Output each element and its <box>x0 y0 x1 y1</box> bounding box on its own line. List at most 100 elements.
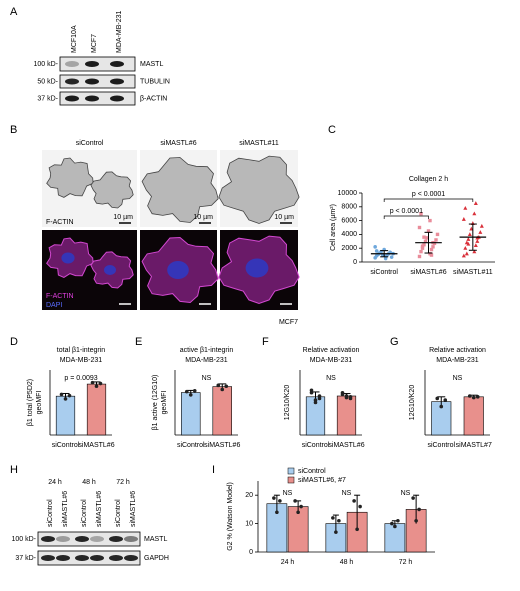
data-point <box>420 246 425 250</box>
data-point <box>478 230 483 234</box>
data-point <box>429 247 434 252</box>
lane-label: siMASTL#6 <box>130 491 137 527</box>
data-point <box>425 236 429 240</box>
replicate-point <box>331 516 335 520</box>
data-point <box>466 237 471 241</box>
data-point <box>435 232 440 237</box>
replicate-point <box>192 388 197 393</box>
replicate-point <box>467 394 472 398</box>
y-axis-label: 12G10/K20 <box>409 385 416 421</box>
annotation: p = 0.0093 <box>64 375 97 382</box>
replicate-point <box>67 393 72 398</box>
chart-title: Relative activation <box>303 347 360 354</box>
band <box>109 536 123 542</box>
data-point <box>464 251 469 256</box>
x-tick-label: siControl <box>302 442 330 449</box>
replicate-point <box>355 527 359 532</box>
annotation: NS <box>283 490 293 497</box>
lane-label: MCF7 <box>91 34 98 53</box>
column-title: siMASTL#6 <box>160 140 196 147</box>
y-tick-label: 8000 <box>341 204 357 211</box>
legend-swatch <box>287 467 295 475</box>
bracket <box>383 215 429 219</box>
nucleus <box>61 252 75 264</box>
replicate-point <box>358 504 362 509</box>
time-label: 72 h <box>116 479 130 486</box>
legend-label: siMASTL#6, #7 <box>298 477 346 484</box>
replicate-point <box>272 496 276 500</box>
bracket <box>383 198 474 202</box>
replicate-point <box>348 395 353 399</box>
panel-label: E <box>135 336 142 348</box>
data-point <box>417 254 422 259</box>
y-tick-label: 0 <box>249 549 253 556</box>
scale-label: 10 µm <box>274 214 294 221</box>
band <box>90 536 104 542</box>
data-point <box>429 253 434 257</box>
band <box>85 95 99 102</box>
chart-title: active β1-integrin <box>180 347 234 354</box>
band <box>56 536 70 542</box>
x-tick-label: siMASTL#6 <box>328 442 364 449</box>
cell <box>218 155 300 224</box>
replicate-point <box>334 530 338 534</box>
y-tick-label: 0 <box>353 259 357 266</box>
column-title: siControl <box>76 140 104 147</box>
data-point <box>374 249 379 253</box>
cell <box>46 157 94 198</box>
replicate-point <box>216 383 221 388</box>
band <box>90 555 104 561</box>
replicate-point <box>278 499 282 503</box>
data-point <box>389 255 394 259</box>
y-axis-label: geoMFI <box>161 391 168 415</box>
annotation: NS <box>202 375 212 382</box>
replicate-point <box>63 397 68 401</box>
data-point <box>461 253 466 258</box>
data-point <box>473 201 478 205</box>
chart-title: Relative activation <box>429 347 486 354</box>
replicate-point <box>414 518 418 523</box>
scale-label: 10 µm <box>193 214 213 221</box>
band <box>109 555 123 561</box>
data-point <box>419 212 423 216</box>
band <box>75 555 89 561</box>
nucleus <box>167 261 189 279</box>
panel-label: B <box>10 124 17 136</box>
replicate-point <box>393 524 397 529</box>
band <box>65 61 79 67</box>
kd-marker: 50 kD- <box>37 78 58 85</box>
x-tick-label: siControl <box>52 442 80 449</box>
chart-subtitle: MDA-MB-231 <box>310 357 353 364</box>
band <box>41 536 55 542</box>
lane-label: siControl <box>81 499 88 527</box>
replicate-point <box>188 393 193 397</box>
chart-subtitle: MDA-MB-231 <box>436 357 479 364</box>
replicate-point <box>337 518 341 523</box>
replicate-point <box>471 395 476 400</box>
replicate-point <box>309 388 314 393</box>
x-tick-label: siControl <box>427 442 455 449</box>
replicate-point <box>352 499 356 503</box>
band <box>65 78 79 85</box>
x-tick-label: siMASTL#11 <box>453 269 493 276</box>
blot-label: MASTL <box>140 61 163 68</box>
x-tick-label: siMASTL#6 <box>204 442 240 449</box>
cell <box>90 171 134 209</box>
nucleus <box>104 265 116 275</box>
chart-subtitle: MDA-MB-231 <box>185 357 228 364</box>
replicate-point <box>411 496 415 500</box>
chart-title: total β1-integrin <box>57 347 105 354</box>
band <box>85 61 99 67</box>
x-tick-label: siMASTL#6 <box>410 269 446 276</box>
y-tick-label: 20 <box>245 492 253 499</box>
kd-marker: 100 kD- <box>33 61 58 68</box>
legend-label: siControl <box>298 468 326 475</box>
replicate-point <box>59 392 64 397</box>
annotation: NS <box>342 490 352 497</box>
data-point <box>461 217 466 221</box>
time-label: 24 h <box>48 479 62 486</box>
y-tick-label: 10 <box>245 520 253 527</box>
column-title: siMASTL#11 <box>239 140 279 147</box>
replicate-point <box>293 499 297 503</box>
